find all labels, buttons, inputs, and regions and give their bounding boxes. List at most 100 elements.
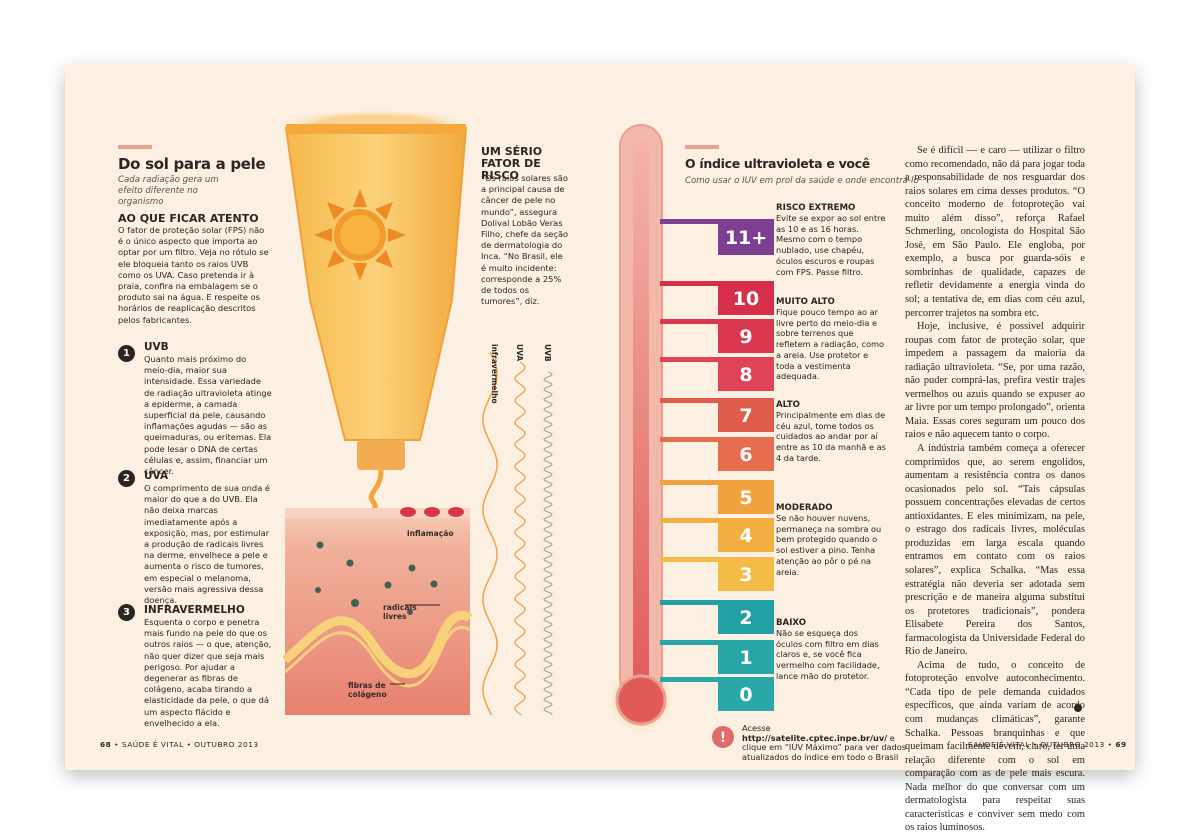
shape [327,202,345,220]
item-heading: INFRAVERMELHO [144,604,245,616]
tube-crimp [286,124,466,134]
uvb-wave [543,371,553,715]
page-number: 69 [1115,740,1127,749]
item-text: Quanto mais próximo do meio-dia, maior s… [144,354,272,477]
shape [353,263,367,281]
label-radicals: radicais livres [383,603,417,621]
shape [448,507,464,517]
item-heading: UVA [144,470,169,482]
skin-surface [285,508,470,518]
category-text: Principalmente em dias de céu azul, tome… [776,410,886,463]
label-uvb: UVB [543,344,552,362]
level-connector [660,398,720,403]
level-label: 3 [739,564,752,586]
category: MODERADO Se não houver nuvens, permaneça … [776,503,886,577]
category: ALTO Principalmente em dias de céu azul, … [776,400,886,464]
title-accent [685,145,719,149]
level-connector [660,677,720,682]
level-label: 7 [739,405,752,427]
level-label: 4 [739,525,752,547]
subtitle: Como usar o IUV em prol da saúde e onde … [685,176,919,186]
level-box [718,480,774,514]
shape [407,609,413,615]
intro-text: O fator de proteção solar (FPS) não é o … [118,225,269,325]
shape [424,507,440,517]
inflammation-spots [400,507,464,517]
level-label: 8 [739,364,752,386]
note-icon: ! [720,730,726,746]
category-heading: BAIXO [776,618,807,628]
page-number: 68 [100,740,112,749]
infrared-wave [482,351,498,716]
item-text: O comprimento de sua onda é maior do que… [144,483,271,606]
paragraph: Hoje, inclusive, é possível adquirir rou… [905,321,1085,441]
label-uva: UVA [515,344,524,362]
title: O índice ultravioleta e você [685,156,870,171]
shape [430,580,438,588]
shape [400,507,416,517]
shape [314,189,406,281]
note-text: e clique em “IUV Máximo” para ver dados … [742,732,907,762]
note-text: Acesse [742,723,771,733]
category-text: Fique pouco tempo ao ar livre perto do m… [776,307,884,382]
paragraph: Acima de tudo, o conceito de fotoproteçã… [905,659,1085,834]
collagen-fiber [282,610,473,679]
category-text: Não se esqueça dos óculos com filtro em … [776,628,880,681]
level-box [718,437,774,471]
category-heading: MUITO ALTO [776,297,835,307]
category: MUITO ALTO Fique pouco tempo ao ar livre … [776,297,886,382]
shape [375,202,393,220]
collagen-fiber [284,625,471,688]
shape [388,228,406,242]
note-link[interactable]: http://satelite.cptec.inpe.br/uv/ [742,732,888,743]
footer-text: SAÚDE É VITAL • OUTUBRO 2013 [968,740,1105,749]
shape [316,541,324,549]
shape [351,599,359,607]
level-connector [660,219,720,224]
thermometer-mercury [633,140,649,700]
shape [315,587,321,593]
category-heading: ALTO [776,400,800,410]
sidebar-heading: UM SÉRIO FATOR DE RISCO [481,145,543,182]
category-text: Evite se expor ao sol entre as 10 e as 1… [776,213,886,277]
item-number: 2 [118,470,135,487]
level-box [718,677,774,711]
item-number: 3 [118,604,135,621]
level-label: 6 [739,444,752,466]
level-box [718,557,774,591]
category-heading: RISCO EXTREMO [776,203,856,213]
paragraph: A indústria também começa a oferecer com… [905,443,1085,658]
level-label: 10 [733,288,759,310]
level-label: 11+ [725,227,767,249]
level-box [718,398,774,432]
level-connector [660,557,720,562]
shape [353,189,367,207]
level-box [718,518,774,552]
shape [314,228,332,242]
level-connector [660,480,720,485]
thermometer-bulb [615,674,667,726]
shape [375,250,393,268]
paragraph: Se é difícil — e caro — utilizar o filtr… [905,145,1085,319]
level-connector [660,437,720,442]
title: Do sol para a pele [118,155,266,173]
level-box [718,357,774,391]
shape [327,250,345,268]
skin-section [285,508,470,715]
category-heading: MODERADO [776,503,833,513]
level-label: 0 [739,684,752,706]
footer-left: 68 • SAÚDE É VITAL • OUTUBRO 2013 [100,740,259,749]
footer-text: SAÚDE É VITAL • OUTUBRO 2013 [121,740,259,749]
item-number: 1 [118,345,135,362]
level-connector [660,319,720,324]
shape [340,215,380,255]
level-box [718,319,774,353]
subtitle: Cada radiação gera um efeito diferente n… [118,175,219,207]
page-background [65,65,1135,770]
sidebar-text: “Os raios solares são a principal causa … [481,173,569,307]
label-inflammation: inflamação [407,529,454,538]
level-box [718,600,774,634]
